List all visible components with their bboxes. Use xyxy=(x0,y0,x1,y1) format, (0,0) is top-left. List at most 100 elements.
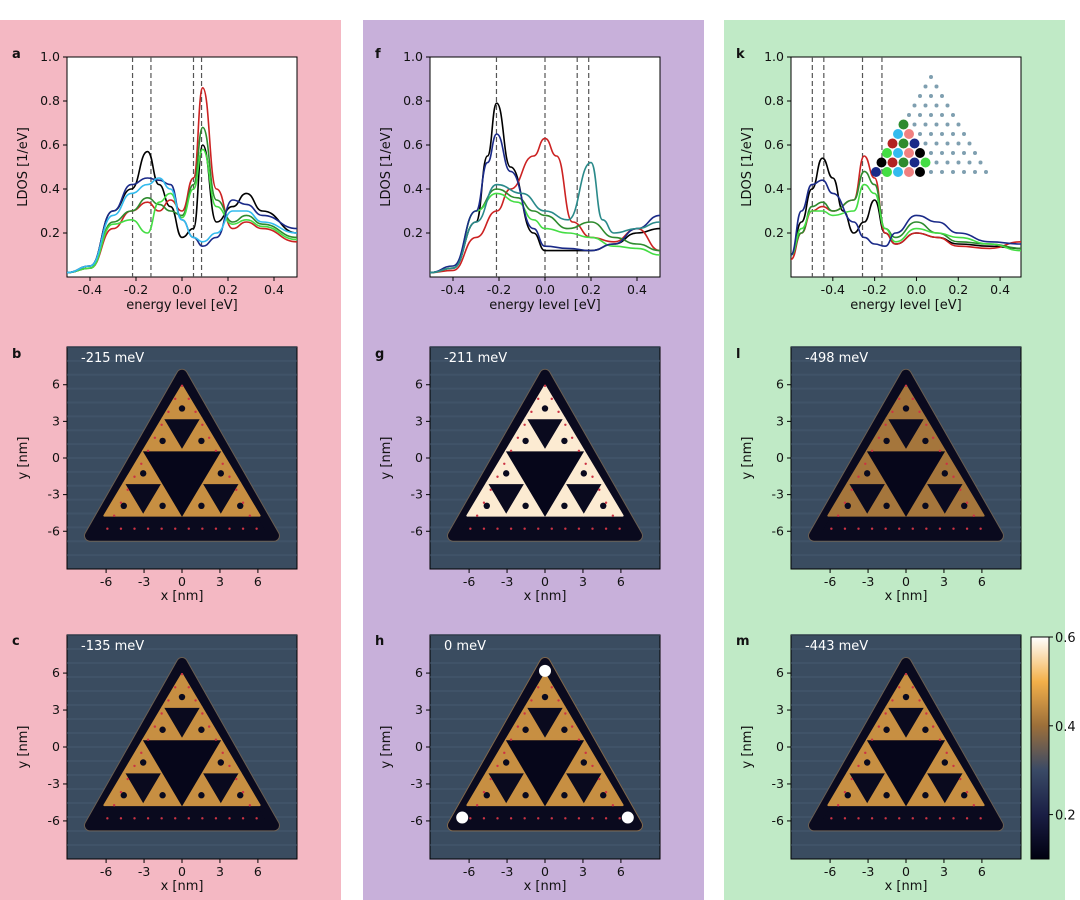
site-marker xyxy=(952,475,955,478)
site-marker xyxy=(241,790,245,794)
site-marker xyxy=(119,817,123,820)
cell-hole xyxy=(198,726,205,733)
site-marker xyxy=(952,764,955,768)
site-marker xyxy=(864,751,867,755)
lattice-site-dot xyxy=(973,151,977,155)
central-void xyxy=(866,740,946,807)
map-x-tick-label: -3 xyxy=(862,864,874,879)
y-axis-label: LDOS [1/eV] xyxy=(740,127,755,207)
lattice-site-dot xyxy=(940,113,944,117)
lattice-site-dot xyxy=(923,84,928,89)
site-marker xyxy=(952,527,955,530)
site-marker xyxy=(221,751,224,755)
site-marker xyxy=(843,790,847,794)
central-void xyxy=(142,740,222,807)
lattice-site-dot xyxy=(951,170,955,174)
lattice-site-dot xyxy=(934,141,939,146)
site-marker xyxy=(959,777,962,781)
lattice-site-dot xyxy=(882,148,892,158)
map-x-tick-label: 3 xyxy=(579,574,587,589)
lattice-site-dot xyxy=(904,129,914,139)
site-marker xyxy=(112,514,116,517)
site-marker xyxy=(221,462,224,465)
cell-hole xyxy=(961,792,968,799)
cell-hole xyxy=(580,470,588,477)
cell-hole xyxy=(178,405,186,412)
cell-hole xyxy=(902,693,910,701)
map-y-tick-label: 0 xyxy=(52,739,60,754)
site-marker xyxy=(591,475,594,478)
lattice-site-dot xyxy=(893,167,903,177)
lattice-site-dot xyxy=(962,170,966,174)
site-marker xyxy=(857,764,860,768)
map-y-tick-label: 0 xyxy=(415,739,423,754)
site-marker xyxy=(979,817,982,820)
map-y-tick-label: -3 xyxy=(411,776,423,791)
site-marker xyxy=(241,527,245,530)
site-marker xyxy=(207,436,211,439)
site-marker xyxy=(972,514,976,517)
site-marker xyxy=(248,514,252,517)
site-marker xyxy=(898,527,901,530)
site-marker xyxy=(496,527,499,530)
map-y-axis-label: y [nm] xyxy=(740,437,755,480)
map-x-tick-label: 6 xyxy=(978,574,986,589)
cell-hole xyxy=(522,792,529,799)
site-marker xyxy=(604,527,608,530)
map-y-tick-label: -3 xyxy=(48,487,60,502)
site-marker xyxy=(870,817,874,820)
site-marker xyxy=(938,817,942,820)
site-marker xyxy=(877,725,881,728)
map-x-tick-label: 3 xyxy=(216,574,224,589)
map-y-tick-label: 0 xyxy=(776,739,784,754)
ldos-series-line xyxy=(790,157,1022,256)
map-x-tick-label: -6 xyxy=(824,574,837,589)
map-x-tick-label: 0 xyxy=(902,574,910,589)
site-marker xyxy=(503,462,506,465)
site-marker xyxy=(945,462,948,465)
colorbar xyxy=(1030,636,1050,860)
site-marker xyxy=(482,790,486,794)
site-marker xyxy=(884,423,887,427)
sierpinski-cell xyxy=(466,771,508,807)
site-marker xyxy=(475,514,479,517)
site-marker xyxy=(918,410,921,414)
site-marker xyxy=(140,462,143,465)
site-marker xyxy=(564,527,567,530)
site-marker xyxy=(133,817,136,820)
cell-hole xyxy=(561,792,568,799)
sierpinski-cell xyxy=(103,482,145,517)
site-marker xyxy=(604,501,608,504)
sierpinski-cell xyxy=(219,482,261,517)
site-marker xyxy=(187,397,190,401)
map-y-tick-label: -3 xyxy=(772,487,784,502)
lattice-site-dot xyxy=(929,75,933,79)
map-y-tick-label: 6 xyxy=(776,665,784,680)
map-y-tick-label: -6 xyxy=(411,523,424,538)
site-marker xyxy=(884,817,887,820)
lattice-site-dot xyxy=(956,141,961,146)
lattice-site-dot xyxy=(951,151,955,155)
x-axis-label: energy level [eV] xyxy=(850,298,962,313)
site-marker xyxy=(870,449,874,452)
sierpinski-cell xyxy=(524,673,566,708)
site-marker xyxy=(618,527,621,530)
site-marker xyxy=(577,449,581,452)
map-x-tick-label: 0 xyxy=(541,574,549,589)
lattice-site-dot xyxy=(967,160,972,165)
site-marker xyxy=(133,764,136,768)
lattice-site-dot xyxy=(962,151,966,155)
lattice-site-dot xyxy=(951,132,955,136)
map-y-tick-label: -6 xyxy=(772,523,785,538)
site-marker xyxy=(577,527,581,530)
cell-hole xyxy=(120,502,127,510)
lattice-site-dot xyxy=(918,132,922,136)
site-marker xyxy=(496,817,499,820)
lattice-site-dot xyxy=(929,94,933,98)
cell-hole xyxy=(159,437,166,445)
sierpinski-cell xyxy=(582,771,624,807)
x-tick-label: -0.2 xyxy=(124,282,148,297)
lattice-site-dot xyxy=(923,141,928,146)
site-marker xyxy=(972,804,976,807)
y-tick-label: 1.0 xyxy=(40,49,60,64)
